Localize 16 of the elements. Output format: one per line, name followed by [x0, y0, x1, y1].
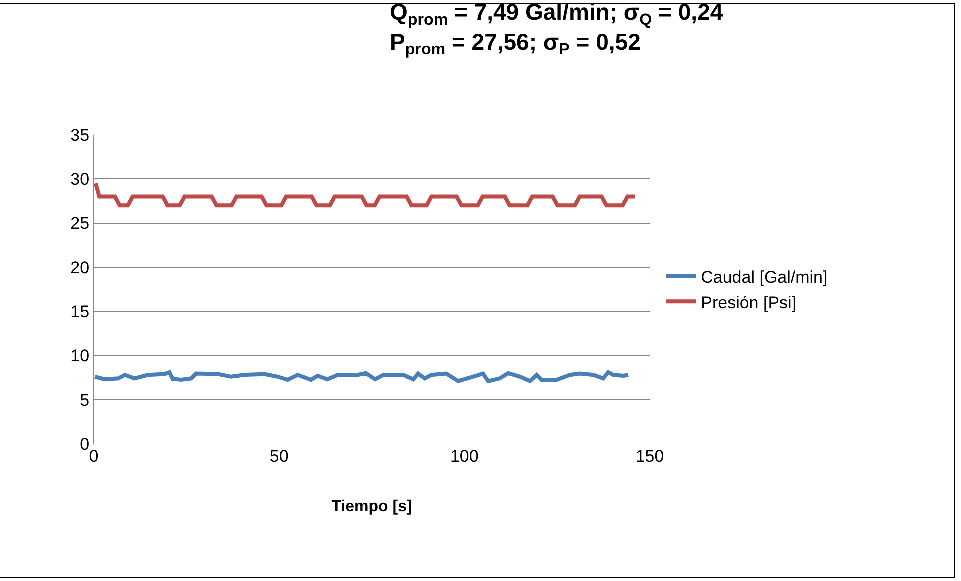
- y-tick-label: 15: [70, 302, 90, 322]
- x-tick-label: 100: [450, 447, 479, 466]
- x-tick-label: 50: [270, 447, 289, 466]
- legend-label: Caudal [Gal/min]: [701, 268, 828, 288]
- y-tick-label: 25: [70, 214, 90, 234]
- y-tick-label: 20: [70, 258, 90, 278]
- y-tick-label: 10: [70, 346, 90, 366]
- x-tick-label: 150: [636, 447, 664, 466]
- y-tick-label: 35: [70, 126, 90, 145]
- y-tick-label: 5: [80, 390, 90, 410]
- y-tick-label: 0: [80, 434, 90, 454]
- legend-label: Presión [Psi]: [701, 293, 797, 312]
- y-tick-label: 30: [70, 170, 90, 190]
- chart-title: Q$_{prom}$ = 7,49 Gal/min; σ$_{Q}$ = 0,24 P$_{prom}$ = 27,56; σ$_{P}$ = 0,52: [390, 0, 724, 59]
- line-series: [94, 370, 630, 384]
- x-axis-title: Tiempo [s]: [332, 498, 412, 516]
